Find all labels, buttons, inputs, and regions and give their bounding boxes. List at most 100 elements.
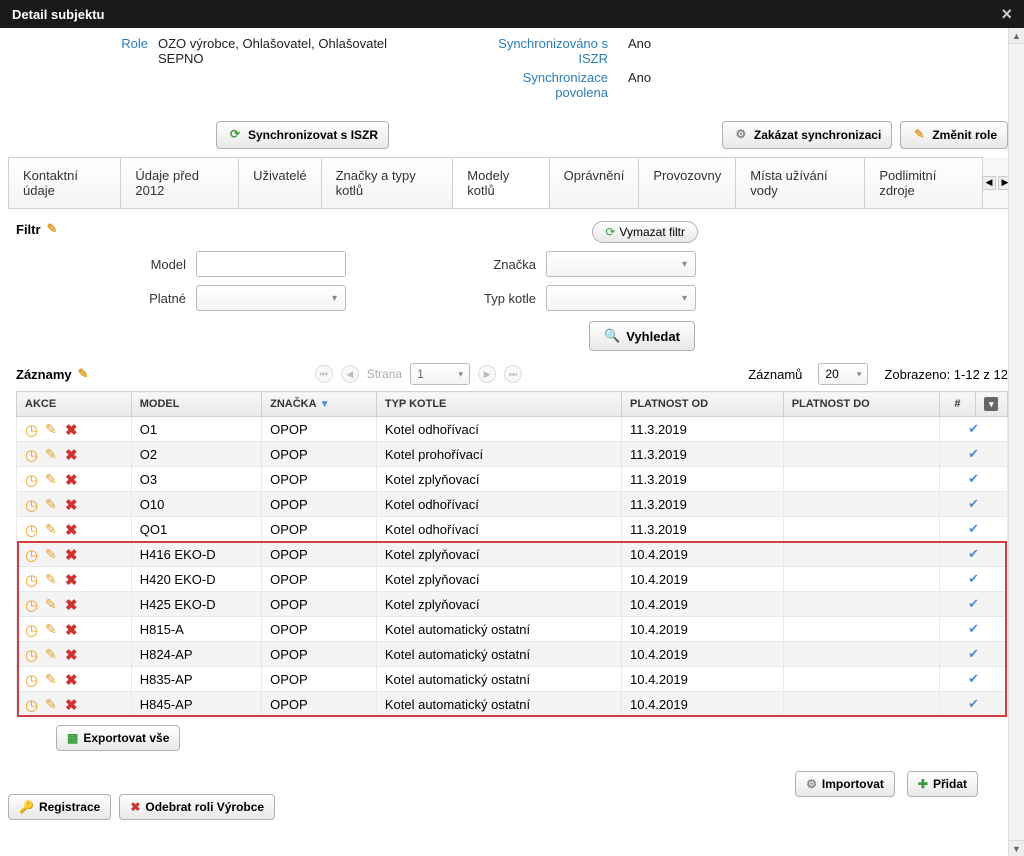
typ-kotle-dropdown[interactable] (546, 285, 696, 311)
records-count-dropdown[interactable]: 20 (818, 363, 868, 385)
col-platnost-do[interactable]: PLATNOST DO (783, 392, 939, 417)
table-row[interactable]: ◷ ✎ ✖ H425 EKO-D OPOP Kotel zplyňovací 1… (17, 592, 1008, 617)
tab-mista-uzivani-vody[interactable]: Místa užívání vody (735, 157, 865, 208)
clear-filter-button[interactable]: ⟳ Vymazat filtr (592, 221, 698, 243)
cell-znacka: OPOP (262, 592, 377, 617)
page-last-icon[interactable]: ⏭ (504, 365, 522, 383)
disable-sync-button[interactable]: ⚙ Zakázat synchronizaci (722, 121, 892, 149)
page-first-icon[interactable]: ⏮ (315, 365, 333, 383)
import-button[interactable]: ⚙ Importovat (795, 771, 895, 797)
delete-icon[interactable]: ✖ (65, 671, 81, 687)
history-icon[interactable]: ◷ (25, 696, 41, 712)
change-roles-button[interactable]: ✎ Změnit role (900, 121, 1008, 149)
tab-kontaktni-udaje[interactable]: Kontaktní údaje (8, 157, 121, 208)
col-typ-kotle[interactable]: TYP KOTLE (376, 392, 621, 417)
tab-opravneni[interactable]: Oprávnění (549, 157, 640, 208)
delete-icon[interactable]: ✖ (65, 696, 81, 712)
page-next-icon[interactable]: ▶ (478, 365, 496, 383)
history-icon[interactable]: ◷ (25, 421, 41, 437)
table-row[interactable]: ◷ ✎ ✖ H420 EKO-D OPOP Kotel zplyňovací 1… (17, 567, 1008, 592)
tab-modely-kotlu[interactable]: Modely kotlů (452, 157, 549, 208)
tab-znacky-typy[interactable]: Značky a typy kotlů (321, 157, 454, 208)
page-dropdown[interactable]: 1 (410, 363, 470, 385)
page-label: Strana (367, 367, 402, 381)
scroll-up-icon[interactable]: ▲ (1009, 28, 1024, 44)
history-icon[interactable]: ◷ (25, 621, 41, 637)
delete-icon[interactable]: ✖ (65, 471, 81, 487)
tab-udaje-pred-2012[interactable]: Údaje před 2012 (120, 157, 239, 208)
close-icon[interactable]: × (1001, 4, 1012, 25)
help-icon[interactable]: ✎ (78, 366, 89, 382)
edit-icon[interactable]: ✎ (45, 571, 61, 587)
table-row[interactable]: ◷ ✎ ✖ O3 OPOP Kotel zplyňovací 11.3.2019… (17, 467, 1008, 492)
cell-model: O1 (131, 417, 261, 442)
vertical-scrollbar[interactable]: ▲ ▼ (1008, 28, 1024, 856)
delete-icon[interactable]: ✖ (65, 621, 81, 637)
history-icon[interactable]: ◷ (25, 671, 41, 687)
delete-icon[interactable]: ✖ (65, 421, 81, 437)
col-platnost-od[interactable]: PLATNOST OD (622, 392, 784, 417)
tab-podlimitni-zdroje[interactable]: Podlimitní zdroje (864, 157, 983, 208)
table-row[interactable]: ◷ ✎ ✖ H845-AP OPOP Kotel automatický ost… (17, 692, 1008, 717)
tab-uzivatele[interactable]: Uživatelé (238, 157, 321, 208)
history-icon[interactable]: ◷ (25, 496, 41, 512)
edit-icon[interactable]: ✎ (45, 671, 61, 687)
history-icon[interactable]: ◷ (25, 521, 41, 537)
col-menu[interactable]: ▾ (975, 392, 1007, 417)
model-input[interactable] (196, 251, 346, 277)
scroll-down-icon[interactable]: ▼ (1009, 840, 1024, 856)
remove-role-button[interactable]: ✖ Odebrat roli Výrobce (119, 794, 275, 820)
edit-icon[interactable]: ✎ (45, 621, 61, 637)
sync-iszr-button-label: Synchronizovat s ISZR (248, 128, 378, 142)
platne-dropdown[interactable] (196, 285, 346, 311)
history-icon[interactable]: ◷ (25, 646, 41, 662)
search-button[interactable]: 🔍 Vyhledat (589, 321, 695, 351)
edit-icon[interactable]: ✎ (45, 521, 61, 537)
history-icon[interactable]: ◷ (25, 446, 41, 462)
table-row[interactable]: ◷ ✎ ✖ H824-AP OPOP Kotel automatický ost… (17, 642, 1008, 667)
cell-znacka: OPOP (262, 542, 377, 567)
history-icon[interactable]: ◷ (25, 546, 41, 562)
col-znacka[interactable]: ZNAČKA▼ (262, 392, 377, 417)
delete-icon[interactable]: ✖ (65, 446, 81, 462)
delete-icon[interactable]: ✖ (65, 496, 81, 512)
export-all-button[interactable]: ▦ Exportovat vše (56, 725, 180, 751)
edit-icon[interactable]: ✎ (45, 646, 61, 662)
edit-icon[interactable]: ✎ (45, 471, 61, 487)
tab-scroll-left-icon[interactable]: ◀ (982, 176, 996, 190)
col-hash[interactable]: # (940, 392, 975, 417)
cell-do (783, 467, 939, 492)
add-button[interactable]: ✚ Přidat (907, 771, 978, 797)
edit-icon[interactable]: ✎ (45, 421, 61, 437)
edit-icon[interactable]: ✎ (45, 596, 61, 612)
col-akce[interactable]: AKCE (17, 392, 132, 417)
edit-icon[interactable]: ✎ (45, 546, 61, 562)
col-model[interactable]: MODEL (131, 392, 261, 417)
cell-znacka: OPOP (262, 667, 377, 692)
table-row[interactable]: ◷ ✎ ✖ H835-AP OPOP Kotel automatický ost… (17, 667, 1008, 692)
delete-icon[interactable]: ✖ (65, 646, 81, 662)
tab-provozovny[interactable]: Provozovny (638, 157, 736, 208)
edit-icon[interactable]: ✎ (45, 696, 61, 712)
delete-icon[interactable]: ✖ (65, 521, 81, 537)
history-icon[interactable]: ◷ (25, 571, 41, 587)
help-icon[interactable]: ✎ (47, 221, 58, 237)
table-row[interactable]: ◷ ✎ ✖ H416 EKO-D OPOP Kotel zplyňovací 1… (17, 542, 1008, 567)
znacka-dropdown[interactable] (546, 251, 696, 277)
delete-icon[interactable]: ✖ (65, 596, 81, 612)
registrace-button[interactable]: 🔑 Registrace (8, 794, 111, 820)
cell-typ: Kotel automatický ostatní (376, 617, 621, 642)
table-row[interactable]: ◷ ✎ ✖ O10 OPOP Kotel odhořívací 11.3.201… (17, 492, 1008, 517)
sync-iszr-button[interactable]: ⟳ Synchronizovat s ISZR (216, 121, 389, 149)
history-icon[interactable]: ◷ (25, 596, 41, 612)
table-row[interactable]: ◷ ✎ ✖ H815-A OPOP Kotel automatický osta… (17, 617, 1008, 642)
delete-icon[interactable]: ✖ (65, 546, 81, 562)
table-row[interactable]: ◷ ✎ ✖ QO1 OPOP Kotel odhořívací 11.3.201… (17, 517, 1008, 542)
delete-icon[interactable]: ✖ (65, 571, 81, 587)
page-prev-icon[interactable]: ◀ (341, 365, 359, 383)
history-icon[interactable]: ◷ (25, 471, 41, 487)
edit-icon[interactable]: ✎ (45, 446, 61, 462)
edit-icon[interactable]: ✎ (45, 496, 61, 512)
table-row[interactable]: ◷ ✎ ✖ O1 OPOP Kotel odhořívací 11.3.2019… (17, 417, 1008, 442)
table-row[interactable]: ◷ ✎ ✖ O2 OPOP Kotel prohořívací 11.3.201… (17, 442, 1008, 467)
